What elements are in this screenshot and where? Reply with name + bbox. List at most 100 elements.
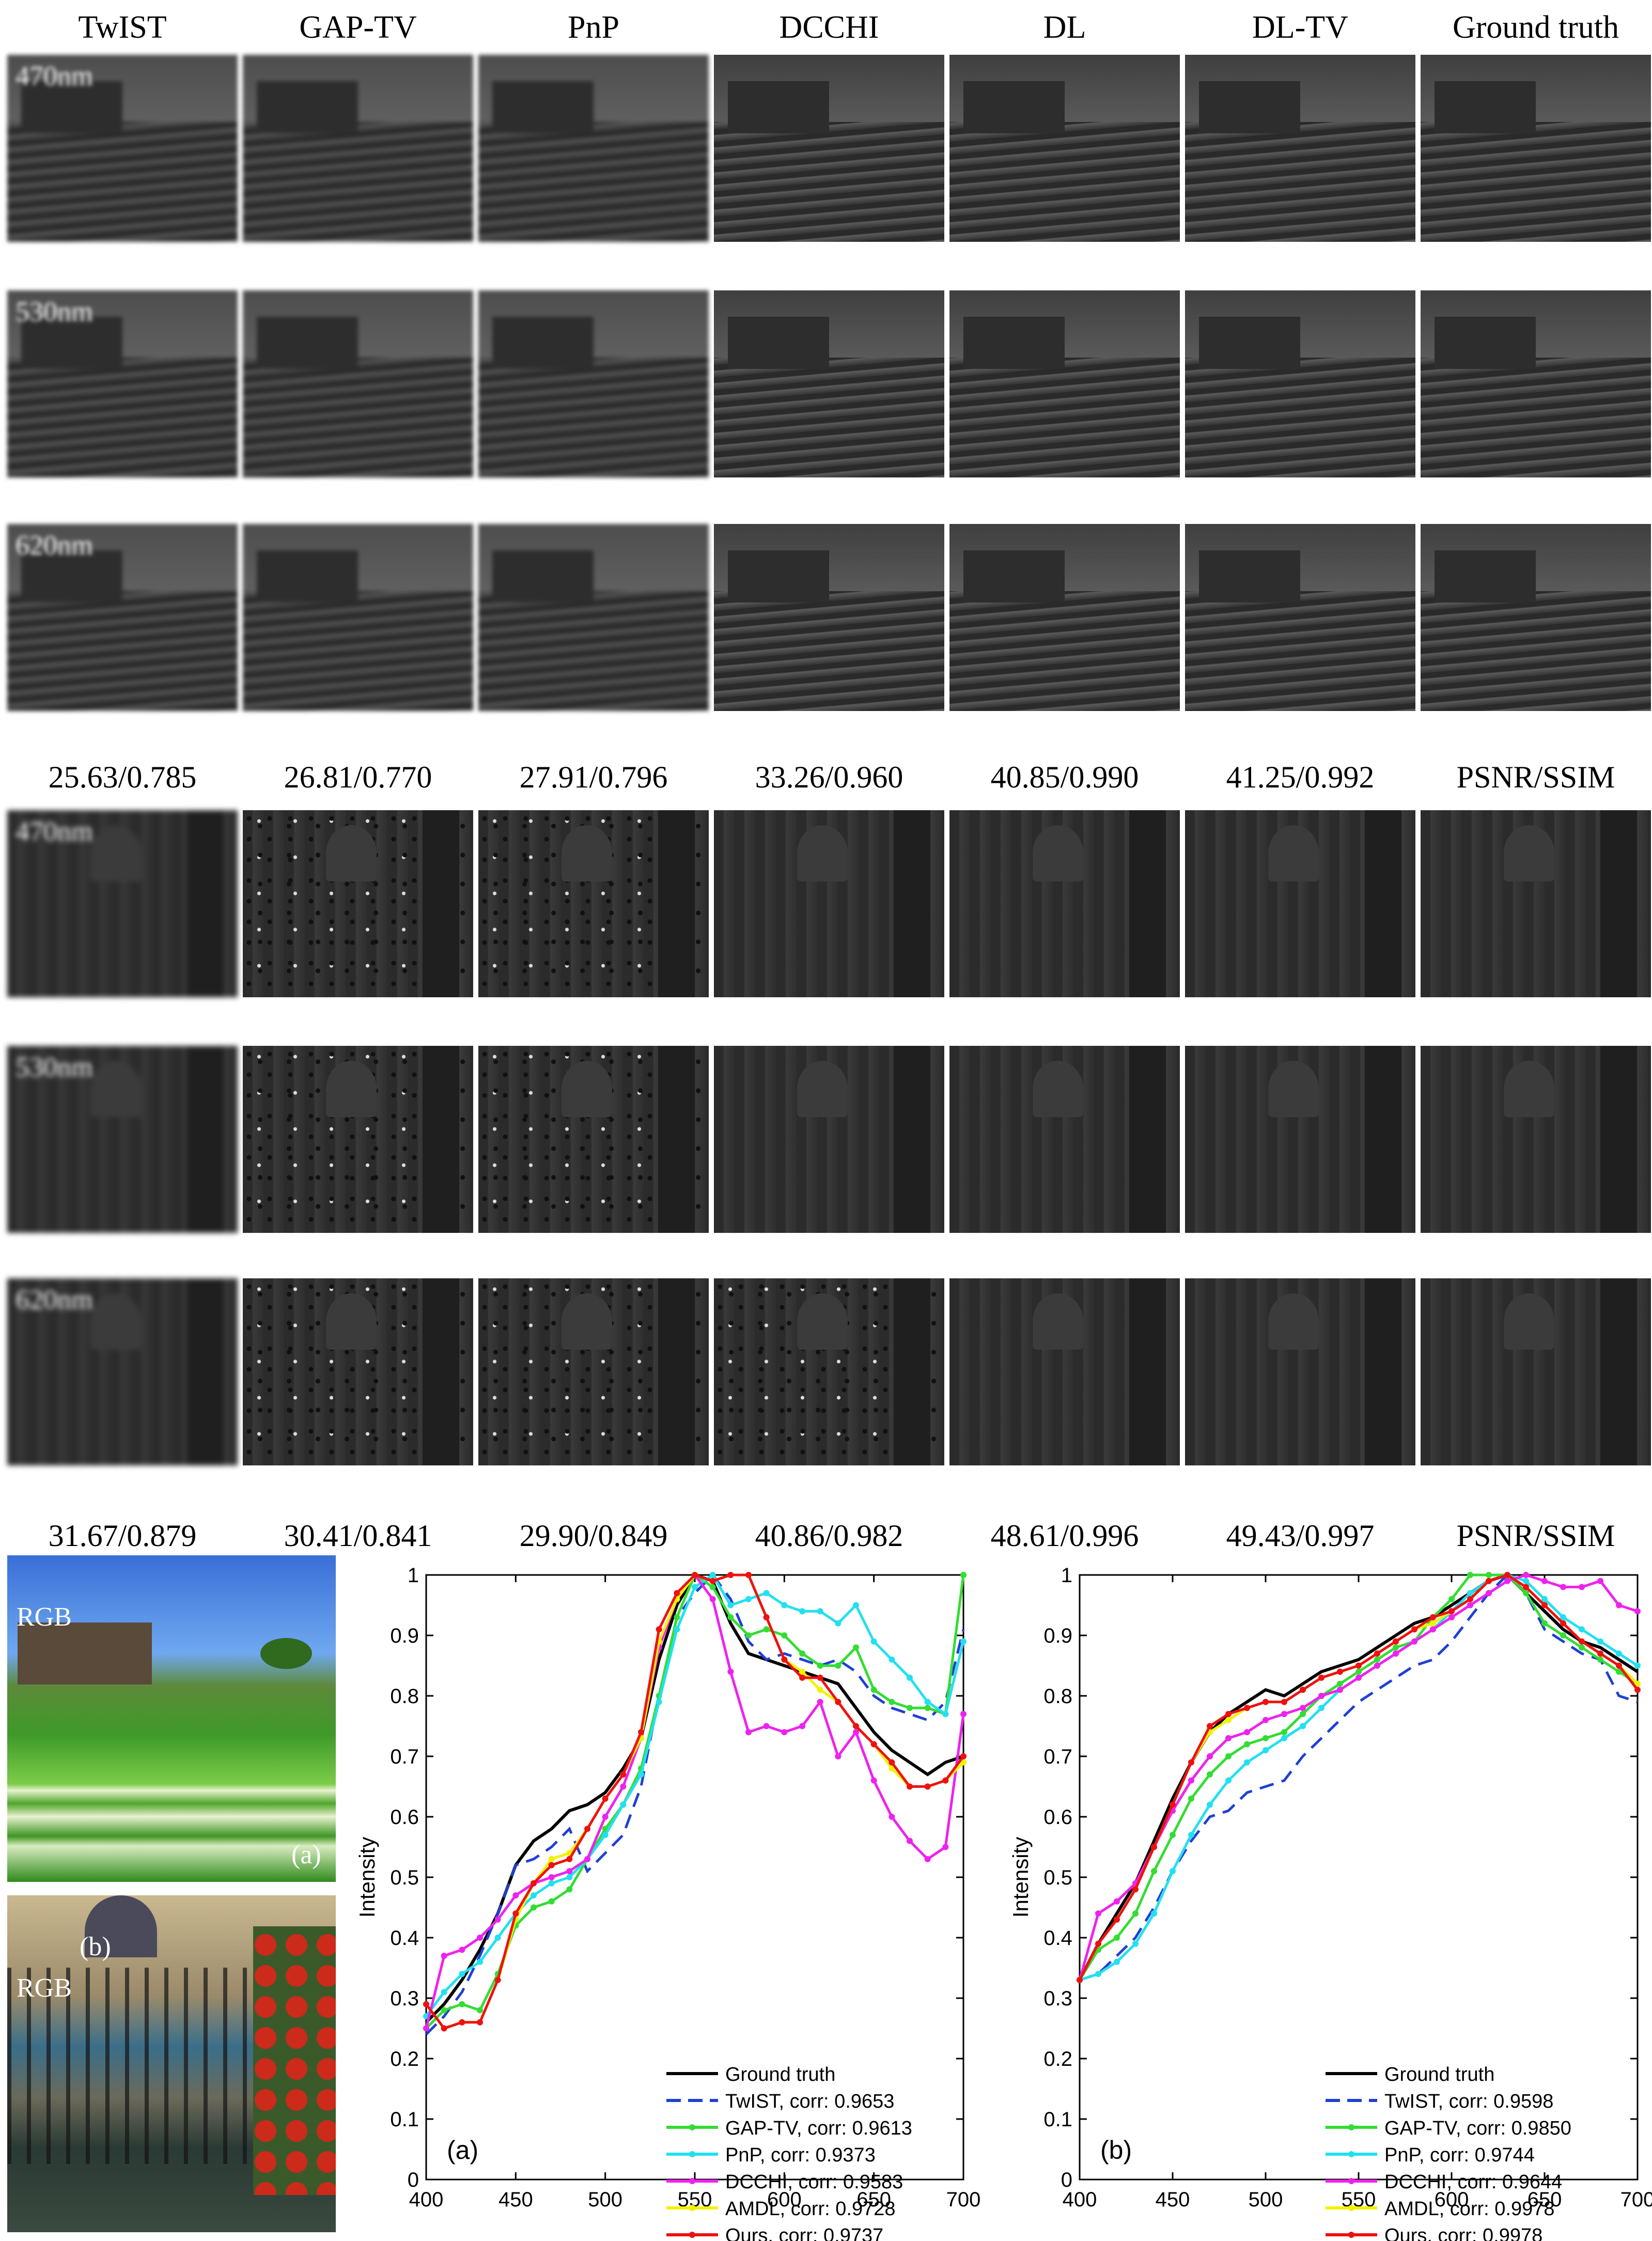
reconstruction-image [478, 55, 709, 242]
metric-value: 48.61/0.996 [990, 1519, 1139, 1553]
data-point-gaptv [1467, 1572, 1473, 1578]
data-point-dcchi [853, 1729, 859, 1736]
data-point-amdl [1634, 1680, 1641, 1687]
data-point-ours [459, 2019, 465, 2026]
reconstruction-image [243, 810, 473, 997]
data-point-amdl [960, 1759, 967, 1766]
reconstruction-image [1185, 55, 1415, 242]
reconstruction-image [1421, 1046, 1651, 1233]
data-point-gaptv [1486, 1572, 1492, 1578]
data-point-gaptv [1188, 1795, 1194, 1802]
data-point-pnp [1244, 1759, 1250, 1766]
data-point-ours [727, 1572, 734, 1578]
metric-value: PSNR/SSIM [1456, 760, 1615, 794]
data-point-pnp [1281, 1735, 1287, 1741]
y-tick-label: 0.7 [1043, 1745, 1072, 1768]
reconstruction-image [1185, 524, 1415, 711]
column-header: GAP-TV [299, 10, 417, 45]
data-point-gaptv [817, 1662, 823, 1669]
reconstruction-image [243, 55, 473, 242]
data-point-gaptv [1225, 1753, 1232, 1759]
metric-value: 27.91/0.796 [519, 760, 668, 794]
data-point-ours [1244, 1705, 1250, 1711]
legend-entry: GAP-TV, corr: 0.9850 [1384, 2118, 1571, 2139]
metric-value: 33.26/0.960 [755, 760, 903, 794]
reconstruction-image [1421, 810, 1651, 997]
data-point-pnp [853, 1602, 859, 1609]
reconstruction-image [949, 524, 1180, 711]
data-point-ours [1560, 1620, 1566, 1627]
y-tick-label: 0.9 [390, 1625, 419, 1647]
metric-value: 30.41/0.841 [284, 1519, 432, 1553]
data-point-amdl [1225, 1717, 1232, 1723]
reconstruction-image [478, 810, 709, 997]
data-point-ours [1541, 1602, 1548, 1609]
data-point-dcchi [441, 1953, 447, 1959]
building-shape [18, 1622, 152, 1684]
legend-marker [1348, 2205, 1354, 2211]
reconstruction-image [714, 55, 944, 242]
reconstruction-image [714, 524, 944, 711]
data-point-dcchi [835, 1753, 841, 1759]
legend-entry: TwIST, corr: 0.9653 [725, 2091, 894, 2112]
data-point-pnp [835, 1620, 841, 1627]
data-point-dcchi [1504, 1578, 1510, 1584]
data-point-gaptv [1244, 1741, 1250, 1748]
wavelength-label: 470nm [15, 60, 93, 91]
y-tick-label: 0.2 [390, 2048, 419, 2070]
data-point-ours [1579, 1638, 1585, 1645]
data-point-pnp [817, 1608, 823, 1615]
data-point-dcchi [1281, 1711, 1287, 1718]
data-point-ours [1300, 1687, 1306, 1693]
data-point-dcchi [1448, 1614, 1455, 1620]
x-tick-label: 600 [767, 2188, 802, 2211]
column-header: TwIST [78, 10, 167, 45]
data-point-pnp [942, 1711, 949, 1718]
data-point-dcchi [477, 1935, 483, 1941]
legend-entry: DCCHI, corr: 0.9583 [725, 2171, 903, 2193]
data-point-pnp [1579, 1626, 1585, 1633]
reconstruction-image [1185, 810, 1415, 997]
data-point-dcchi [566, 1868, 573, 1875]
reconstruction-image [243, 290, 473, 477]
data-point-ours [1225, 1711, 1232, 1718]
data-point-pnp [674, 1626, 680, 1633]
data-point-pnp [566, 1874, 573, 1880]
data-point-dcchi [459, 1946, 465, 1953]
tree-shape [260, 1638, 312, 1669]
metric-value: PSNR/SSIM [1456, 1519, 1615, 1553]
data-point-gaptv [1616, 1668, 1622, 1675]
legend-entry: Ground truth [725, 2064, 835, 2085]
data-point-ours [1355, 1662, 1362, 1669]
data-point-dcchi [1207, 1753, 1213, 1759]
y-tick-label: 0.1 [390, 2108, 419, 2131]
y-tick-label: 0.7 [390, 1745, 419, 1768]
wavelength-label: 620nm [15, 1284, 93, 1315]
legend-entry: Ours, corr: 0.9737 [725, 2225, 883, 2241]
data-point-ours [692, 1572, 698, 1578]
data-point-dcchi [1634, 1608, 1641, 1615]
data-point-dcchi [942, 1844, 949, 1850]
data-point-gaptv [835, 1662, 841, 1669]
legend-entry: PnP, corr: 0.9744 [1384, 2144, 1535, 2166]
reconstruction-image [1421, 290, 1651, 477]
data-point-pnp [907, 1674, 913, 1681]
data-point-gaptv [1263, 1735, 1269, 1741]
data-point-gaptv [1170, 1832, 1176, 1838]
reconstruction-image [949, 1278, 1180, 1465]
data-point-pnp [1170, 1868, 1176, 1875]
data-point-dcchi [1355, 1674, 1362, 1681]
data-point-dcchi [1430, 1626, 1436, 1633]
data-point-pnp [1597, 1638, 1603, 1645]
legend-entry: Ours, corr: 0.9978 [1384, 2225, 1542, 2241]
metric-value: 40.85/0.990 [990, 760, 1139, 794]
data-point-dcchi [709, 1596, 716, 1602]
x-tick-label: 600 [1435, 2188, 1469, 2211]
y-tick-label: 0.6 [1043, 1806, 1072, 1829]
reconstruction-image [1421, 524, 1651, 711]
data-point-gaptv [709, 1584, 716, 1590]
data-point-ours [763, 1614, 770, 1620]
data-point-dcchi [960, 1711, 967, 1718]
data-point-ours [817, 1674, 823, 1681]
